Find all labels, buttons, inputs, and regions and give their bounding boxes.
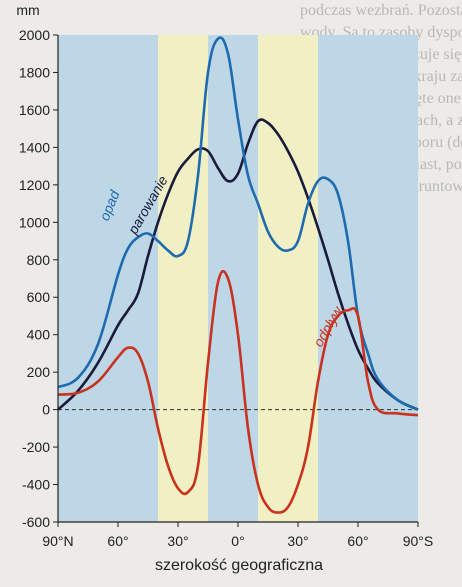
x-tick-label: 90°N <box>42 533 73 549</box>
x-tick-label: 60° <box>347 533 368 549</box>
x-tick-label: 30° <box>167 533 188 549</box>
y-tick-label: 800 <box>27 252 51 268</box>
climate-zones <box>58 35 418 522</box>
series-line-parowanie <box>57 118 419 411</box>
y-tick-label: -600 <box>22 514 50 530</box>
y-axis-label: mm <box>16 2 39 18</box>
y-tick-label: -400 <box>22 477 50 493</box>
y-tick-label: 400 <box>27 327 51 343</box>
series-line-odplyw <box>57 269 419 514</box>
x-tick-label: 0° <box>231 533 244 549</box>
y-tick-label: 600 <box>27 289 51 305</box>
background-text-line: podczas wezbrań. Pozostaje zaś <box>300 2 462 19</box>
x-tick-label: 60° <box>107 533 128 549</box>
y-tick-label: 0 <box>42 402 50 418</box>
zone-yellow <box>258 35 318 522</box>
axes: -600 -400 -200 0 200 400 600 800 1000 1200 1400 160… <box>19 27 433 549</box>
series-line-opad <box>57 36 419 411</box>
data-series <box>57 36 419 514</box>
y-tick-label: 1400 <box>19 139 50 155</box>
y-tick-label: 1800 <box>19 64 50 80</box>
x-tick-label: 90°S <box>403 533 434 549</box>
x-tick-label: 30° <box>287 533 308 549</box>
x-axis-label: szerokość geograficzna <box>155 557 323 574</box>
y-tick-label: 1600 <box>19 102 50 118</box>
y-tick-label: 1000 <box>19 214 50 230</box>
y-tick-label: 2000 <box>19 27 50 43</box>
y-tick-label: 200 <box>27 364 51 380</box>
y-tick-label: -200 <box>22 439 50 455</box>
y-tick-label: 1200 <box>19 177 50 193</box>
